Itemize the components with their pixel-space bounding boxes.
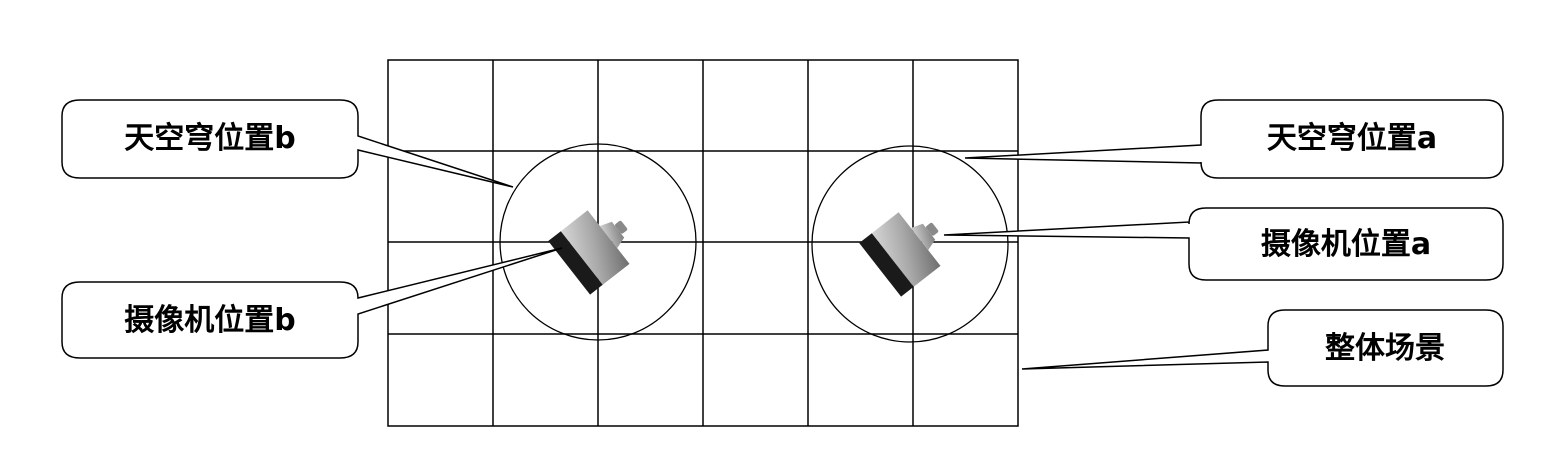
callout-dome-a-label: 天空穹位置a [1267, 121, 1437, 156]
camera-icon [859, 212, 941, 297]
callout-scene-label: 整体场景 [1325, 331, 1445, 366]
callout-dome-a: 天空穹位置a [964, 99, 1504, 179]
sky-dome-b [499, 143, 697, 341]
sky-dome-a [811, 145, 1009, 343]
callout-scene: 整体场景 [1021, 309, 1504, 387]
scene-grid [387, 59, 1019, 427]
callout-camera-b-label: 摄像机位置b [124, 303, 295, 338]
callout-camera-a: 摄像机位置a [943, 207, 1504, 281]
callout-camera-b: 摄像机位置b [61, 247, 563, 359]
callout-dome-b: 天空穹位置b [61, 99, 514, 188]
callout-dome-b-label: 天空穹位置b [124, 121, 295, 156]
camera-icon [548, 210, 630, 295]
callout-camera-a-label: 摄像机位置a [1261, 227, 1431, 262]
